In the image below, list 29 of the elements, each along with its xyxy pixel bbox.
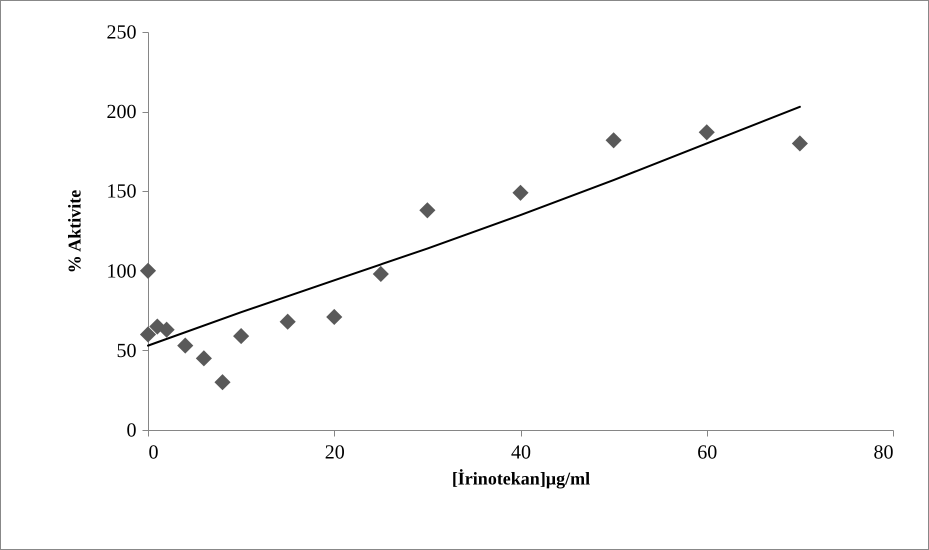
point [177,338,194,354]
x-axis-title: [İrinotekan]µg/ml [452,468,590,488]
point [233,328,250,344]
y-tick-label: 0 [126,420,136,442]
point [698,124,715,140]
x-tick-label: 20 [324,442,345,464]
point [214,374,231,390]
point [606,132,622,148]
y-tick-label: 200 [106,101,136,124]
x-tick-label: 0 [148,442,158,464]
point [326,308,342,326]
x-tick-label: 80 [874,442,894,464]
point [512,184,529,201]
point [140,262,156,279]
point [419,202,436,218]
x-tick-label: 40 [511,442,531,464]
point [372,266,389,282]
point [158,322,175,338]
point [792,135,808,152]
y-tick-label: 50 [116,340,136,362]
y-tick-label: 150 [106,180,136,203]
point [280,314,296,330]
y-tick-label: 100 [106,260,136,282]
line-series [147,106,801,347]
point [140,326,156,343]
point [196,350,212,366]
y-axis-title: % Aktivite [64,190,84,274]
y-tick-label: 250 [106,22,136,44]
x-tick-label: 60 [697,442,718,464]
